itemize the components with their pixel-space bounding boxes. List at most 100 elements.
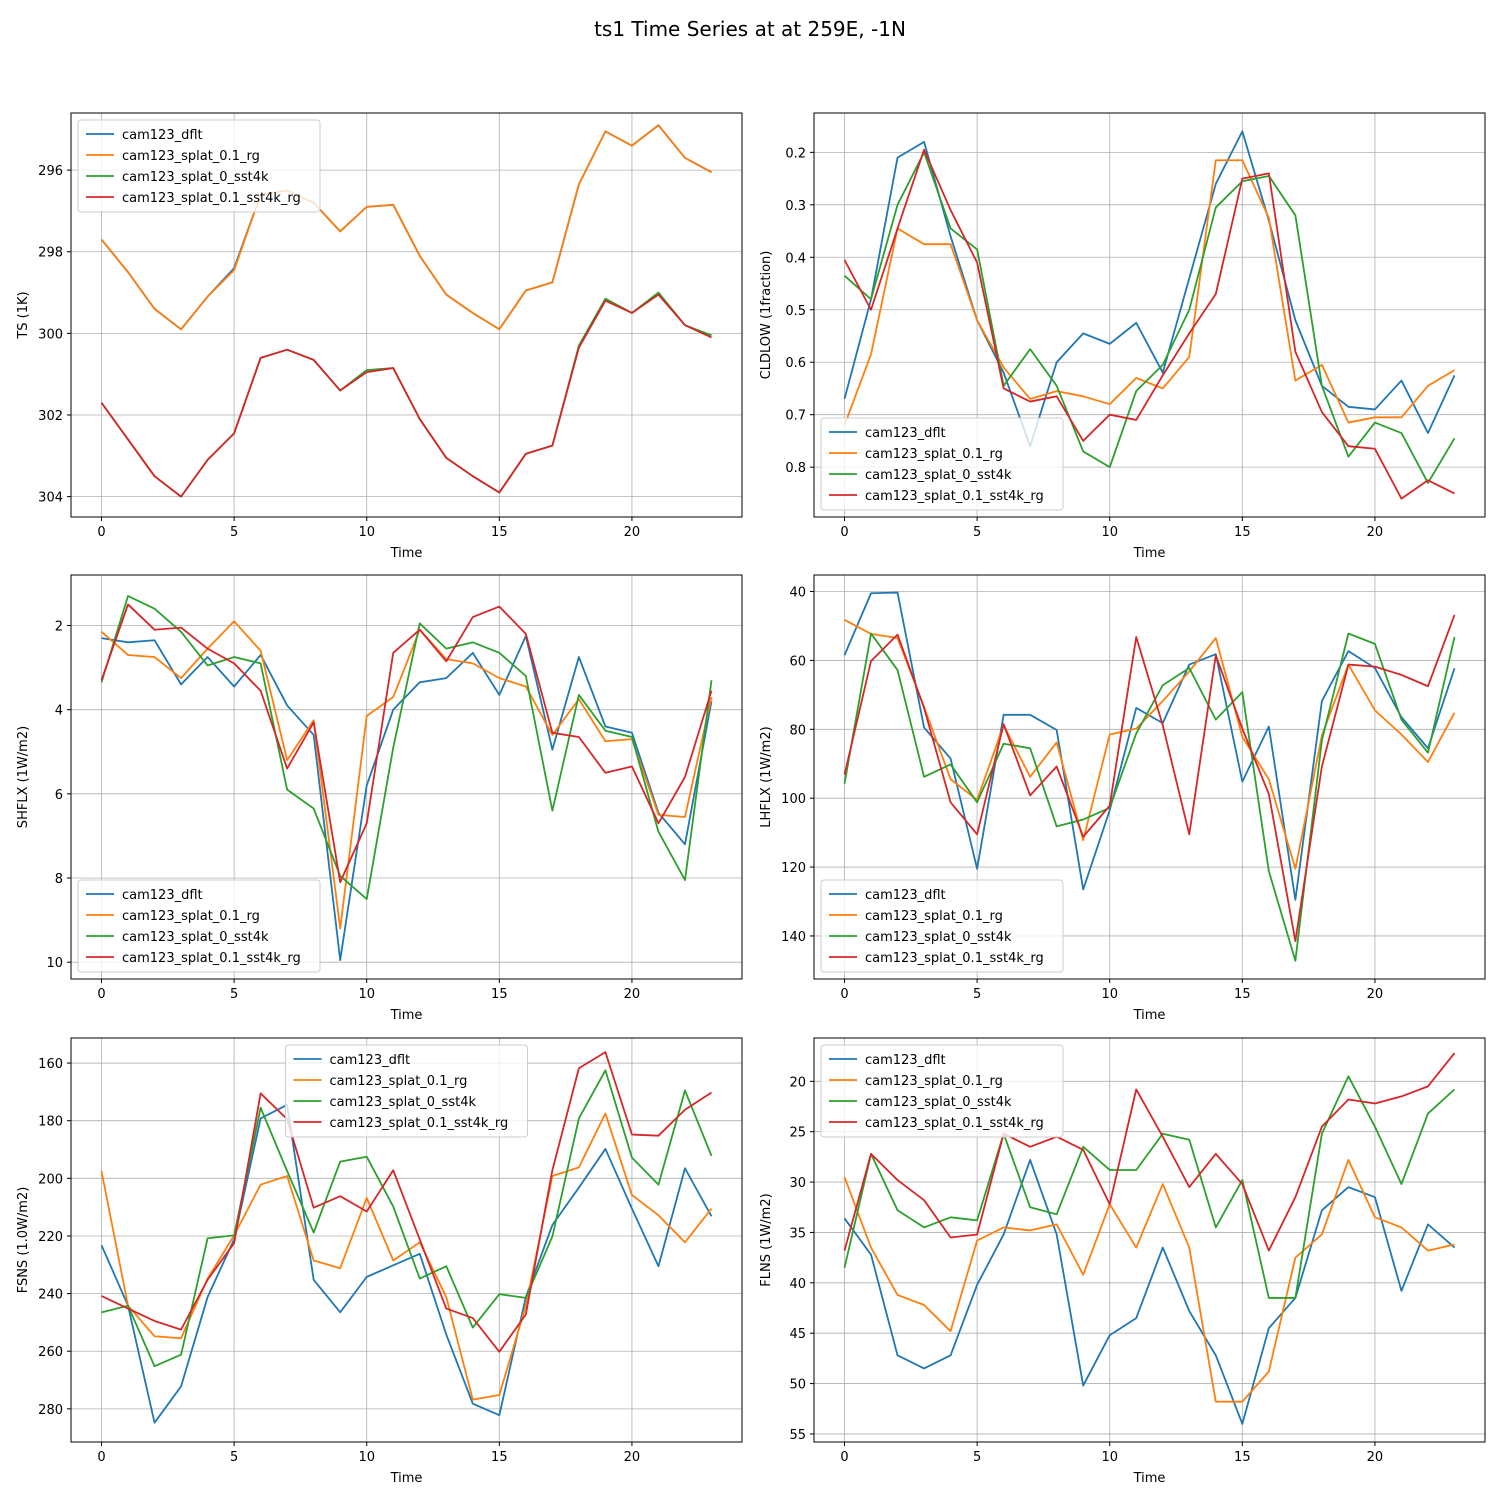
y-tick-label: 8 [55,872,63,887]
y-axis-label: FLNS (1W/m2) [759,1193,774,1286]
x-tick-label: 20 [624,987,641,1002]
legend-entry: cam123_splat_0_sst4k [865,468,1012,483]
x-tick-label: 10 [1101,987,1118,1002]
legend-entry: cam123_splat_0.1_sst4k_rg [330,1116,509,1131]
legend-entry: cam123_splat_0.1_sst4k_rg [865,489,1044,504]
y-tick-label: 0.4 [785,251,806,266]
legend-entry: cam123_splat_0.1_sst4k_rg [122,951,301,966]
series-line-cam123_splat_0_sst4k [843,1075,1456,1299]
x-tick-label: 10 [358,525,375,540]
legend-entry: cam123_splat_0.1_sst4k_rg [865,1116,1044,1131]
y-tick-label: 10 [46,956,63,971]
x-tick-label: 15 [491,525,508,540]
legend-entry: cam123_splat_0_sst4k [122,170,269,185]
x-tick-label: 5 [230,987,238,1002]
x-axis-label: Time [390,546,423,561]
y-axis-label: TS (1K) [16,291,31,339]
series-line-cam123_splat_0_sst4k [843,151,1456,484]
y-tick-label: 240 [38,1288,63,1303]
series-line-cam123_splat_0_sst4k [101,1069,713,1368]
legend-entry: cam123_dflt [865,888,946,903]
series-line-cam123_dflt [101,635,713,961]
x-tick-label: 0 [97,987,105,1002]
y-tick-label: 40 [789,1277,806,1292]
series-line-cam123_splat_0.1_sst4k_rg [100,293,712,498]
legend-box [77,879,321,973]
suptitle: ts1 Time Series at at 259E, -1N [594,17,906,41]
legend-entry: cam123_dflt [122,888,203,903]
y-tick-label: 6 [55,788,63,803]
y-tick-label: 40 [789,586,806,601]
legend: cam123_dflt cam123_splat_0.1_rg cam123_spl… [820,417,1064,511]
y-tick-label: 160 [38,1057,63,1072]
legend: cam123_dflt cam123_splat_0.1_rg cam123_spl… [77,879,321,973]
series-line-cam123_splat_0.1_rg [100,620,713,930]
x-tick-label: 0 [97,1450,105,1465]
legend-entry: cam123_dflt [122,128,203,143]
axes-frame [70,574,743,980]
series-line-cam123_dflt [843,1159,1456,1425]
legend: cam123_dflt cam123_splat_0.1_rg cam123_spl… [820,1044,1064,1138]
x-tick-label: 15 [1234,525,1251,540]
y-tick-label: 302 [38,409,63,424]
series-line-cam123_splat_0_sst4k [843,632,1456,962]
legend-box [285,1044,528,1138]
x-tick-label: 5 [230,1450,238,1465]
y-axis-label: SHFLX (1W/m2) [16,726,31,828]
y-tick-label: 140 [781,930,806,945]
legend-entry: cam123_splat_0_sst4k [330,1095,477,1110]
x-tick-label: 5 [973,987,981,1002]
x-tick-label: 15 [1234,1450,1251,1465]
axes-frame [70,1037,743,1443]
series-line-cam123_splat_0.1_rg [100,124,712,331]
legend-entry: cam123_splat_0.1_rg [122,909,260,924]
legend-entry: cam123_splat_0.1_rg [865,447,1003,462]
y-tick-label: 280 [38,1403,63,1418]
legend-box [820,1044,1064,1138]
series-line-cam123_splat_0.1_sst4k_rg [843,614,1456,943]
x-tick-label: 5 [230,525,238,540]
y-tick-label: 4 [55,704,63,719]
series-line-cam123_dflt [843,130,1456,448]
y-tick-label: 2 [55,620,63,635]
y-tick-label: 55 [789,1428,806,1443]
x-tick-label: 20 [624,1450,641,1465]
x-tick-label: 0 [840,1450,848,1465]
series-line-cam123_splat_0.1_sst4k_rg [100,603,713,884]
legend-entry: cam123_dflt [330,1053,411,1068]
y-tick-label: 45 [789,1327,806,1342]
y-tick-label: 220 [38,1230,63,1245]
legend-box [820,417,1064,511]
subplot-2: 0 5 10 15 20 0.2 0.3 0.4 0.5 0.6 0.7 0.8 Time CLDLOW … [759,112,1486,561]
legend-entry: cam123_splat_0.1_rg [330,1074,468,1089]
legend-entry: cam123_splat_0.1_rg [865,909,1003,924]
y-tick-label: 60 [789,654,806,669]
y-tick-label: 120 [781,861,806,876]
y-tick-label: 80 [789,723,806,738]
y-axis-label: CLDLOW (1fraction) [759,251,774,380]
legend-entry: cam123_splat_0_sst4k [122,930,269,945]
legend-entry: cam123_splat_0.1_rg [865,1074,1003,1089]
legend-entry: cam123_dflt [865,426,946,441]
x-tick-label: 5 [973,1450,981,1465]
axes-frame [70,112,743,518]
subplot-4: 0 5 10 15 20 40 60 80 100 120 140 Time LHFLX (1W/m2)… [759,574,1486,1023]
legend-entry: cam123_splat_0.1_sst4k_rg [865,951,1044,966]
y-tick-label: 30 [789,1176,806,1191]
series-line-cam123_splat_0.1_sst4k_rg [101,1051,712,1353]
x-tick-label: 10 [1101,525,1118,540]
x-tick-label: 20 [1367,1450,1384,1465]
subplot-1: 0 5 10 15 20 296 298 300 302 304 Time TS (1K) cam123… [16,112,743,561]
x-axis-label: Time [390,1008,423,1023]
y-tick-label: 0.2 [785,146,806,161]
y-tick-label: 200 [38,1172,63,1187]
series-line-cam123_dflt [100,1103,713,1424]
y-tick-label: 304 [38,491,63,506]
legend-entry: cam123_dflt [865,1053,946,1068]
y-tick-label: 260 [38,1345,63,1360]
subplot-6: 0 5 10 15 20 20 25 30 35 40 45 50 55 Time FLNS (1W/m2)… [759,1037,1486,1486]
y-tick-label: 0.7 [785,409,806,424]
x-tick-label: 0 [840,987,848,1002]
